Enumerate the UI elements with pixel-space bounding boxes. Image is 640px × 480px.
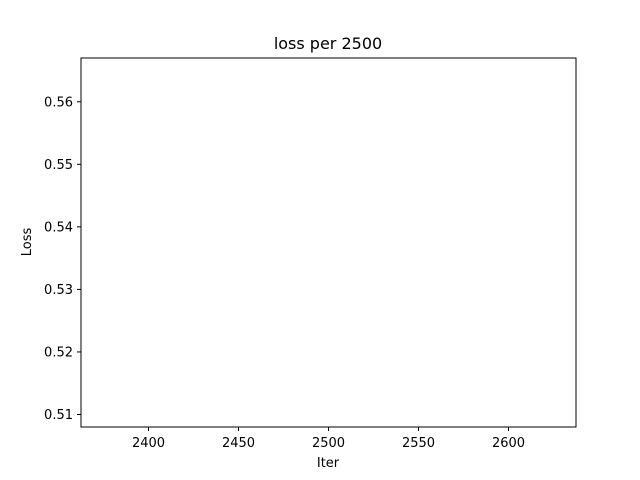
chart-title: loss per 2500 bbox=[274, 34, 382, 53]
y-tick-label: 0.55 bbox=[44, 158, 73, 173]
y-tick-label: 0.53 bbox=[44, 283, 73, 298]
y-axis-ticks: 0.51 0.52 0.53 0.54 0.55 0.56 bbox=[44, 95, 81, 423]
y-tick-label: 0.56 bbox=[44, 95, 73, 110]
x-tick-label: 2600 bbox=[492, 436, 525, 451]
x-axis-label: Iter bbox=[317, 456, 340, 471]
y-tick-label: 0.54 bbox=[44, 220, 73, 235]
x-axis-ticks: 2400 2450 2500 2550 2600 bbox=[132, 427, 525, 451]
x-tick-label: 2550 bbox=[402, 436, 435, 451]
plot-area bbox=[80, 57, 577, 428]
y-tick-label: 0.52 bbox=[44, 345, 73, 360]
y-tick-label: 0.51 bbox=[44, 408, 73, 423]
x-tick-label: 2450 bbox=[222, 436, 255, 451]
y-axis-label: Loss bbox=[20, 228, 35, 257]
x-tick-label: 2400 bbox=[132, 436, 165, 451]
x-tick-label: 2500 bbox=[312, 436, 345, 451]
